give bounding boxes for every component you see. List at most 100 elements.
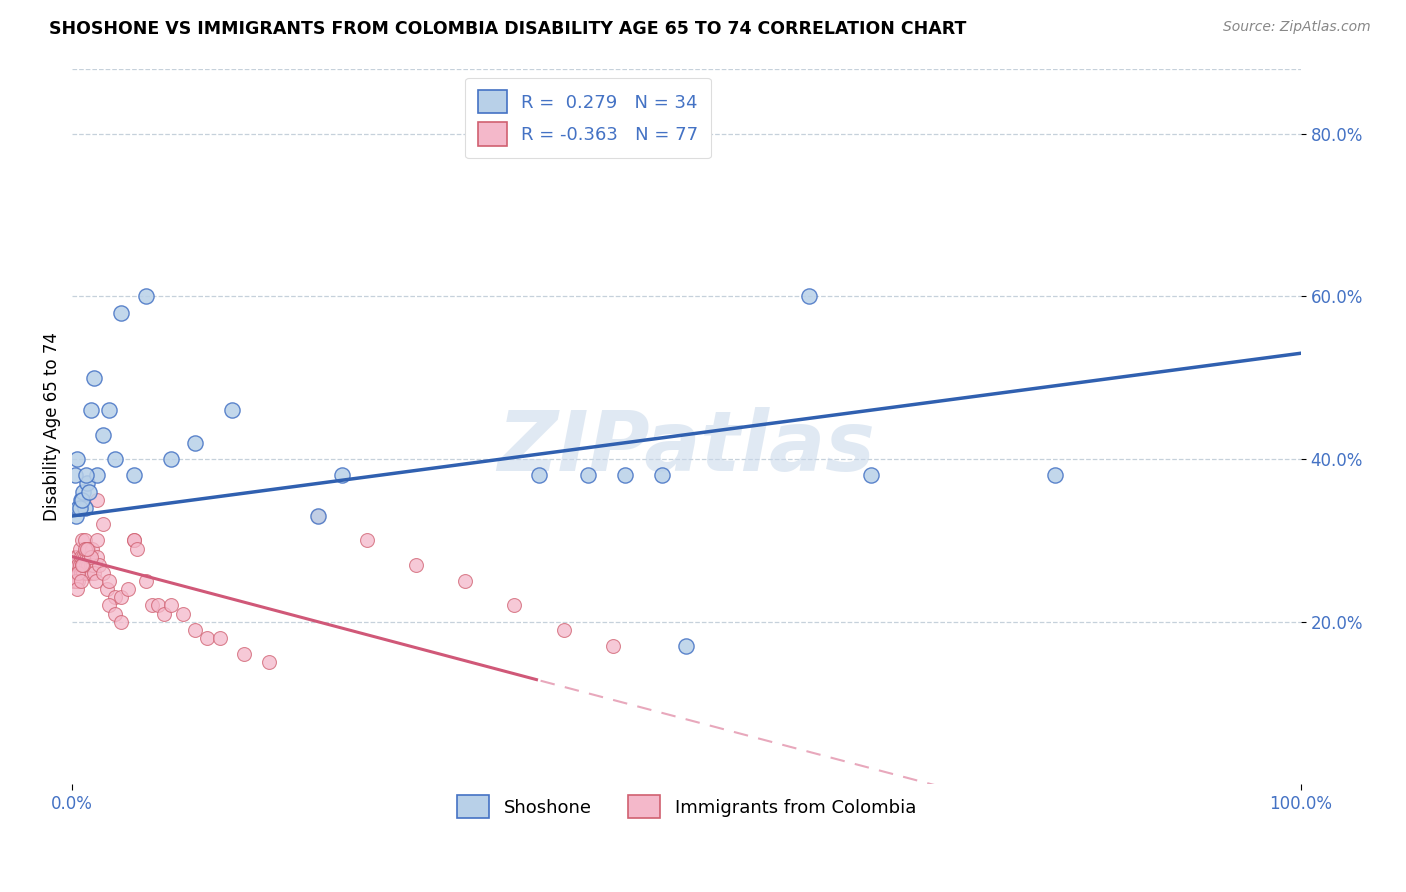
Point xyxy=(110,591,132,605)
Point xyxy=(76,476,98,491)
Point xyxy=(83,370,105,384)
Point xyxy=(153,607,176,621)
Point xyxy=(70,533,93,548)
Point xyxy=(72,566,94,580)
Point xyxy=(69,549,91,564)
Point xyxy=(651,468,673,483)
Y-axis label: Disability Age 65 to 74: Disability Age 65 to 74 xyxy=(44,332,60,521)
Point xyxy=(63,468,86,483)
Point xyxy=(75,558,97,572)
Point xyxy=(79,403,101,417)
Point xyxy=(70,558,93,572)
Point xyxy=(66,549,89,564)
Point xyxy=(86,533,108,548)
Text: SHOSHONE VS IMMIGRANTS FROM COLOMBIA DISABILITY AGE 65 TO 74 CORRELATION CHART: SHOSHONE VS IMMIGRANTS FROM COLOMBIA DIS… xyxy=(49,20,966,37)
Point xyxy=(503,599,526,613)
Legend: Shoshone, Immigrants from Colombia: Shoshone, Immigrants from Colombia xyxy=(450,788,924,825)
Text: Source: ZipAtlas.com: Source: ZipAtlas.com xyxy=(1223,20,1371,34)
Point xyxy=(79,566,101,580)
Point xyxy=(69,492,91,507)
Point xyxy=(66,582,89,597)
Point xyxy=(84,574,107,588)
Point xyxy=(98,403,121,417)
Point xyxy=(66,452,89,467)
Point xyxy=(104,452,127,467)
Point xyxy=(221,403,243,417)
Point xyxy=(332,468,354,483)
Point xyxy=(73,541,96,556)
Point xyxy=(91,566,114,580)
Point xyxy=(63,549,86,564)
Point xyxy=(527,468,550,483)
Point xyxy=(98,574,121,588)
Point xyxy=(69,558,91,572)
Point xyxy=(82,558,104,572)
Point xyxy=(79,549,101,564)
Point xyxy=(96,582,118,597)
Point xyxy=(859,468,882,483)
Point xyxy=(553,623,575,637)
Point xyxy=(195,631,218,645)
Point xyxy=(233,647,256,661)
Point xyxy=(122,468,145,483)
Point xyxy=(67,566,90,580)
Point xyxy=(184,435,207,450)
Point xyxy=(76,541,98,556)
Point xyxy=(110,615,132,629)
Point xyxy=(62,558,84,572)
Point xyxy=(89,558,111,572)
Point xyxy=(614,468,637,483)
Point xyxy=(148,599,170,613)
Point xyxy=(86,549,108,564)
Point xyxy=(91,427,114,442)
Point xyxy=(69,574,91,588)
Point xyxy=(675,639,697,653)
Point xyxy=(73,533,96,548)
Point xyxy=(69,566,91,580)
Point xyxy=(79,558,101,572)
Point xyxy=(117,582,139,597)
Point xyxy=(72,558,94,572)
Point xyxy=(141,599,163,613)
Point xyxy=(67,558,90,572)
Point xyxy=(104,607,127,621)
Point xyxy=(799,289,821,303)
Point xyxy=(70,558,93,572)
Point xyxy=(135,574,157,588)
Point xyxy=(79,549,101,564)
Point xyxy=(69,500,91,515)
Point xyxy=(602,639,624,653)
Point xyxy=(65,558,87,572)
Point xyxy=(67,574,90,588)
Point xyxy=(70,492,93,507)
Point xyxy=(66,566,89,580)
Point xyxy=(80,541,103,556)
Point xyxy=(65,574,87,588)
Point xyxy=(356,533,378,548)
Point xyxy=(122,533,145,548)
Point xyxy=(72,549,94,564)
Point xyxy=(62,574,84,588)
Point xyxy=(110,305,132,319)
Text: ZIPatlas: ZIPatlas xyxy=(498,408,876,489)
Point xyxy=(454,574,477,588)
Point xyxy=(65,508,87,523)
Point xyxy=(159,452,181,467)
Point xyxy=(67,500,90,515)
Point xyxy=(63,566,86,580)
Point xyxy=(172,607,194,621)
Point xyxy=(91,517,114,532)
Point xyxy=(83,566,105,580)
Point xyxy=(75,468,97,483)
Point xyxy=(77,558,100,572)
Point xyxy=(307,508,329,523)
Point xyxy=(405,558,427,572)
Point xyxy=(257,656,280,670)
Point xyxy=(576,468,599,483)
Point xyxy=(159,599,181,613)
Point xyxy=(122,533,145,548)
Point xyxy=(86,468,108,483)
Point xyxy=(127,541,149,556)
Point xyxy=(104,591,127,605)
Point xyxy=(73,500,96,515)
